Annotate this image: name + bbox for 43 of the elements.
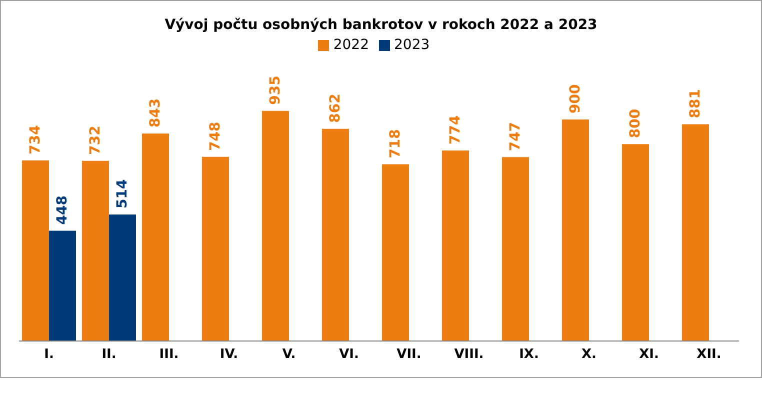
chart-title: Vývoj počtu osobných bankrotov v rokoch 2022 a 2023	[164, 17, 598, 33]
data-label: 734	[28, 124, 44, 154]
data-label: 843	[148, 98, 164, 128]
data-label: 747	[508, 122, 524, 152]
data-label: 732	[88, 126, 104, 155]
x-tick-label: X.	[582, 347, 596, 362]
data-label: 900	[568, 84, 584, 114]
bar	[202, 156, 229, 341]
bar	[82, 160, 109, 341]
bar	[622, 144, 649, 341]
x-tick-label: VII.	[396, 347, 422, 362]
bar	[502, 157, 529, 341]
data-label: 800	[628, 108, 644, 138]
x-tick-label: XII.	[696, 347, 722, 362]
bar	[562, 120, 589, 341]
data-label: 718	[388, 129, 404, 158]
x-tick-label: IX.	[519, 347, 539, 362]
x-tick-label: I.	[44, 347, 54, 362]
x-tick-label: VI.	[339, 347, 359, 362]
x-tick-label: III.	[159, 347, 179, 362]
bar	[262, 110, 289, 341]
x-tick-label: VIII.	[454, 347, 484, 362]
x-tick-label: II.	[102, 347, 116, 362]
x-tick-label: V.	[282, 347, 296, 362]
data-label: 448	[54, 196, 70, 225]
data-label: 514	[114, 179, 130, 209]
x-tick-label: XI.	[639, 347, 659, 362]
bar	[109, 214, 136, 341]
bar	[442, 150, 469, 341]
data-label: 881	[688, 88, 704, 118]
data-label: 774	[448, 115, 464, 145]
data-label: 748	[208, 122, 224, 151]
bar	[49, 230, 76, 341]
bar	[322, 128, 349, 341]
bar	[682, 124, 709, 341]
data-label: 935	[268, 76, 284, 105]
bar	[142, 134, 169, 341]
x-tick-label: IV.	[220, 347, 238, 362]
bar	[382, 164, 409, 341]
legend-label: 2023	[394, 37, 430, 53]
bar	[22, 160, 49, 341]
legend-label: 2022	[333, 37, 369, 53]
data-label: 862	[328, 94, 344, 123]
